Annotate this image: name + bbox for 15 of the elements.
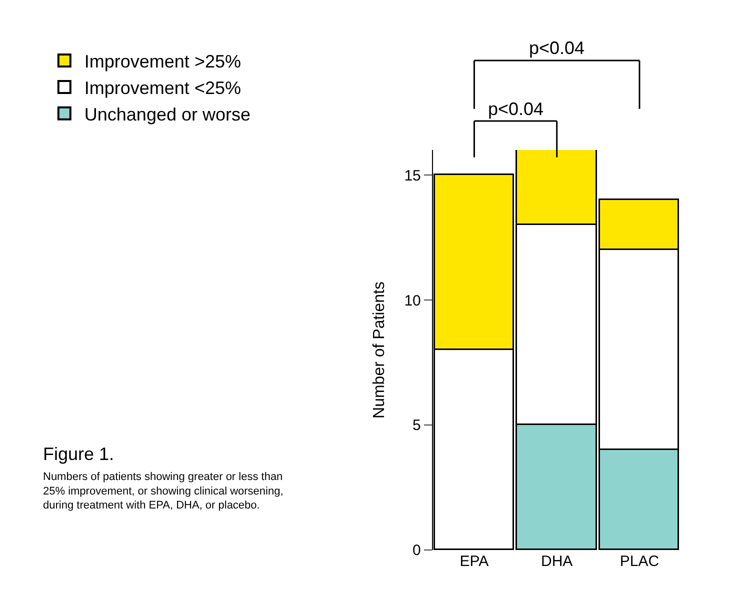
y-tick-label: 0 [412, 542, 421, 560]
x-tick-label: DHA [541, 552, 573, 570]
y-axis-title: Number of Patients [371, 282, 388, 418]
x-tick-label: PLAC [620, 552, 660, 570]
x-tick-label: EPA [460, 552, 489, 570]
legend-label: Improvement >25% [84, 52, 241, 72]
y-tick-label: 10 [404, 292, 421, 310]
legend-label: Unchanged or worse [84, 104, 251, 124]
caption: Figure 1. [43, 444, 114, 464]
y-tick-label: 15 [404, 167, 421, 184]
y-tick-label: 5 [412, 417, 421, 434]
legend-label: Improvement <25% [84, 78, 241, 98]
text: p<0.04 [488, 99, 544, 119]
text: p<0.04 [529, 38, 585, 58]
text: Numbers of patients showing greater or less than 25% improvement, or showing clinical worsening, during treatment with EPA, DHA, or placebo. [43, 471, 284, 512]
